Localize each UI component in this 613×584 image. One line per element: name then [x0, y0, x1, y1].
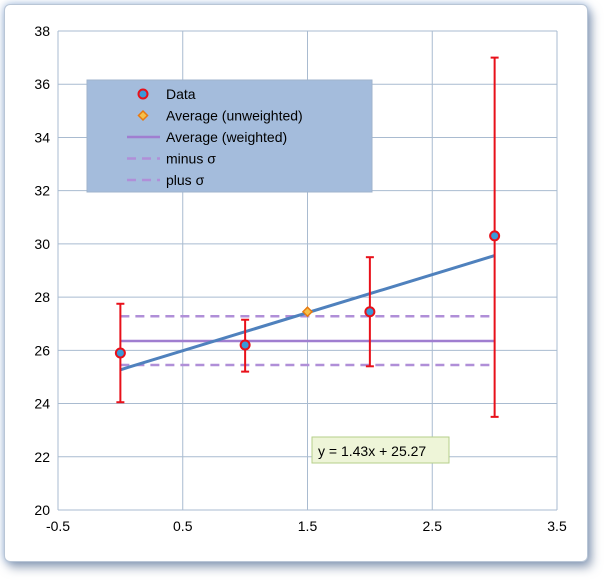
- data-points: [114, 230, 501, 359]
- legend-marker-unweighted: [137, 109, 149, 122]
- data-point: [364, 306, 376, 318]
- x-tick-label: 1.5: [298, 518, 318, 534]
- legend-label: Average (weighted): [166, 129, 287, 145]
- y-tick-label: 22: [34, 449, 50, 465]
- y-tick-label: 38: [34, 23, 50, 39]
- trendline-equation-label[interactable]: y = 1.43x + 25.27: [311, 436, 450, 464]
- x-tick-label: 0.5: [173, 518, 193, 534]
- legend-label: plus σ: [166, 172, 205, 188]
- equation-text: y = 1.43x + 25.27: [318, 443, 426, 459]
- legend-label: Average (unweighted): [166, 108, 303, 124]
- y-axis-tick-labels: 20 22 24 26 28 30 32 34 36 38: [34, 23, 50, 518]
- y-tick-label: 34: [34, 129, 50, 145]
- data-point: [489, 230, 501, 242]
- y-tick-label: 28: [34, 289, 50, 305]
- data-point: [114, 347, 126, 359]
- legend-label: Data: [166, 86, 196, 102]
- data-point: [239, 339, 251, 351]
- legend-marker-data: [137, 88, 149, 100]
- y-tick-label: 32: [34, 183, 50, 199]
- x-axis-tick-labels: -0.5 0.5 1.5 2.5 3.5: [46, 518, 567, 534]
- y-tick-label: 24: [34, 396, 50, 412]
- equation-box: [311, 436, 450, 464]
- x-tick-label: 3.5: [547, 518, 567, 534]
- y-tick-label: 26: [34, 342, 50, 358]
- legend-label: minus σ: [166, 151, 216, 167]
- y-tick-label: 20: [34, 502, 50, 518]
- average-unweighted-point: [301, 306, 314, 318]
- x-tick-label: -0.5: [46, 518, 70, 534]
- x-tick-label: 2.5: [423, 518, 443, 534]
- y-tick-label: 30: [34, 236, 50, 252]
- legend-items: Data Average (unweighted) Average (weighte…: [127, 86, 303, 188]
- y-tick-label: 36: [34, 76, 50, 92]
- legend[interactable]: Data Average (unweighted) Average (weighte…: [86, 79, 373, 193]
